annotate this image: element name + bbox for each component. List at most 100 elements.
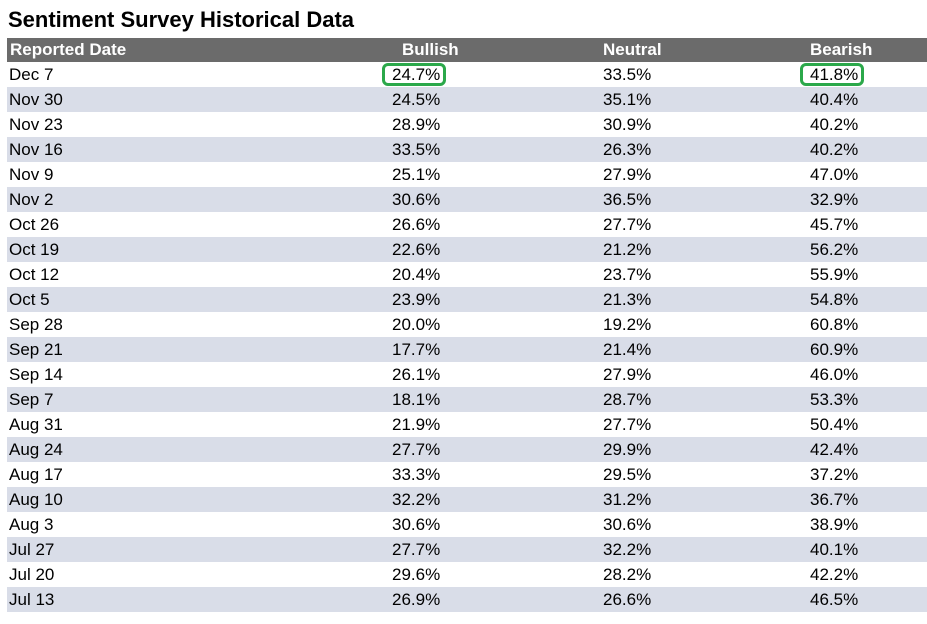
cell-reported-date: Sep 7 [7, 387, 320, 412]
cell-bearish: 40.4% [720, 87, 927, 112]
cell-reported-date: Sep 21 [7, 337, 320, 362]
cell-value: 32.2% [392, 490, 441, 509]
cell-bearish: 32.9% [720, 187, 927, 212]
cell-reported-date: Dec 7 [7, 62, 320, 87]
column-header-neutral: Neutral [603, 40, 662, 59]
cell-bullish: 33.5% [320, 137, 520, 162]
cell-bearish: 53.3% [720, 387, 927, 412]
cell-value: Sep 21 [9, 340, 63, 359]
cell-value: Sep 14 [9, 365, 63, 384]
cell-reported-date: Nov 16 [7, 137, 320, 162]
cell-value: 29.9% [603, 440, 652, 459]
table-row: Dec 7 24.7% 33.5% 41.8% [7, 62, 927, 87]
cell-value: 35.1% [603, 90, 652, 109]
cell-value: 23.9% [392, 290, 441, 309]
cell-reported-date: Sep 28 [7, 312, 320, 337]
table-row: Sep 21 17.7% 21.4% 60.9% [7, 337, 927, 362]
table-row: Aug 31 21.9% 27.7% 50.4% [7, 412, 927, 437]
cell-value: 27.9% [603, 165, 652, 184]
cell-value: Oct 12 [9, 265, 60, 284]
cell-bullish: 18.1% [320, 387, 520, 412]
cell-bullish: 20.4% [320, 262, 520, 287]
cell-neutral: 26.3% [520, 137, 720, 162]
cell-value: 55.9% [810, 265, 859, 284]
cell-value: 30.6% [392, 190, 441, 209]
cell-value: 54.8% [810, 290, 859, 309]
column-header-bearish: Bearish [810, 40, 873, 59]
cell-reported-date: Jul 20 [7, 562, 320, 587]
cell-value: 42.2% [810, 565, 859, 584]
cell-reported-date: Oct 26 [7, 212, 320, 237]
cell-value: Aug 31 [9, 415, 63, 434]
cell-value: 27.7% [603, 415, 652, 434]
cell-bullish: 26.9% [320, 587, 520, 612]
cell-reported-date: Nov 23 [7, 112, 320, 137]
cell-bullish: 24.5% [320, 87, 520, 112]
cell-bullish: 26.6% [320, 212, 520, 237]
cell-bullish: 33.3% [320, 462, 520, 487]
cell-value: 47.0% [810, 165, 859, 184]
cell-value: 30.6% [603, 515, 652, 534]
cell-value: 36.5% [603, 190, 652, 209]
cell-value: 28.7% [603, 390, 652, 409]
cell-bearish: 60.8% [720, 312, 927, 337]
cell-value: Jul 27 [9, 540, 55, 559]
cell-reported-date: Aug 17 [7, 462, 320, 487]
cell-value: Aug 17 [9, 465, 63, 484]
cell-neutral: 21.4% [520, 337, 720, 362]
cell-value: 33.5% [392, 140, 441, 159]
cell-bullish: 17.7% [320, 337, 520, 362]
cell-value: 27.7% [392, 540, 441, 559]
cell-value: 19.2% [603, 315, 652, 334]
cell-value: 20.0% [392, 315, 441, 334]
cell-bearish: 60.9% [720, 337, 927, 362]
cell-reported-date: Aug 31 [7, 412, 320, 437]
cell-bullish: 23.9% [320, 287, 520, 312]
cell-value: 42.4% [810, 440, 859, 459]
cell-reported-date: Oct 12 [7, 262, 320, 287]
cell-bullish: 24.7% [320, 62, 520, 87]
cell-bearish: 40.2% [720, 137, 927, 162]
cell-value: 27.9% [603, 365, 652, 384]
cell-bearish: 54.8% [720, 287, 927, 312]
cell-reported-date: Nov 30 [7, 87, 320, 112]
table-row: Oct 5 23.9% 21.3% 54.8% [7, 287, 927, 312]
table-row: Aug 3 30.6% 30.6% 38.9% [7, 512, 927, 537]
cell-value: 21.4% [603, 340, 652, 359]
cell-neutral: 27.7% [520, 212, 720, 237]
cell-value: 53.3% [810, 390, 859, 409]
sentiment-table: Reported Date Bullish Neutral Bearish De… [7, 38, 927, 612]
cell-reported-date: Oct 19 [7, 237, 320, 262]
cell-value: 33.3% [392, 465, 441, 484]
cell-value: 24.5% [392, 90, 441, 109]
highlighted-value: 24.7% [381, 62, 447, 87]
cell-value: 27.7% [392, 440, 441, 459]
cell-neutral: 28.7% [520, 387, 720, 412]
table-row: Nov 2 30.6% 36.5% 32.9% [7, 187, 927, 212]
cell-bearish: 42.2% [720, 562, 927, 587]
cell-value: Oct 5 [9, 290, 50, 309]
table-row: Nov 16 33.5% 26.3% 40.2% [7, 137, 927, 162]
cell-bullish: 26.1% [320, 362, 520, 387]
cell-value: Dec 7 [9, 65, 54, 84]
cell-reported-date: Nov 9 [7, 162, 320, 187]
cell-value: 18.1% [392, 390, 441, 409]
cell-value: 29.6% [392, 565, 441, 584]
cell-value: Oct 19 [9, 240, 60, 259]
cell-value: Aug 24 [9, 440, 63, 459]
cell-bullish: 30.6% [320, 512, 520, 537]
table-body: Dec 7 24.7% 33.5% 41.8% Nov 30 24.5% 35.1% 40.4… [7, 62, 927, 612]
cell-value: 60.9% [810, 340, 859, 359]
cell-bearish: 41.8% [720, 62, 927, 87]
cell-value: 30.9% [603, 115, 652, 134]
cell-bullish: 29.6% [320, 562, 520, 587]
cell-bearish: 55.9% [720, 262, 927, 287]
cell-neutral: 30.6% [520, 512, 720, 537]
cell-value: 37.2% [810, 465, 859, 484]
cell-value: 45.7% [810, 215, 859, 234]
cell-value: 27.7% [603, 215, 652, 234]
cell-bullish: 28.9% [320, 112, 520, 137]
cell-value: Aug 10 [9, 490, 63, 509]
cell-neutral: 28.2% [520, 562, 720, 587]
table-row: Oct 26 26.6% 27.7% 45.7% [7, 212, 927, 237]
